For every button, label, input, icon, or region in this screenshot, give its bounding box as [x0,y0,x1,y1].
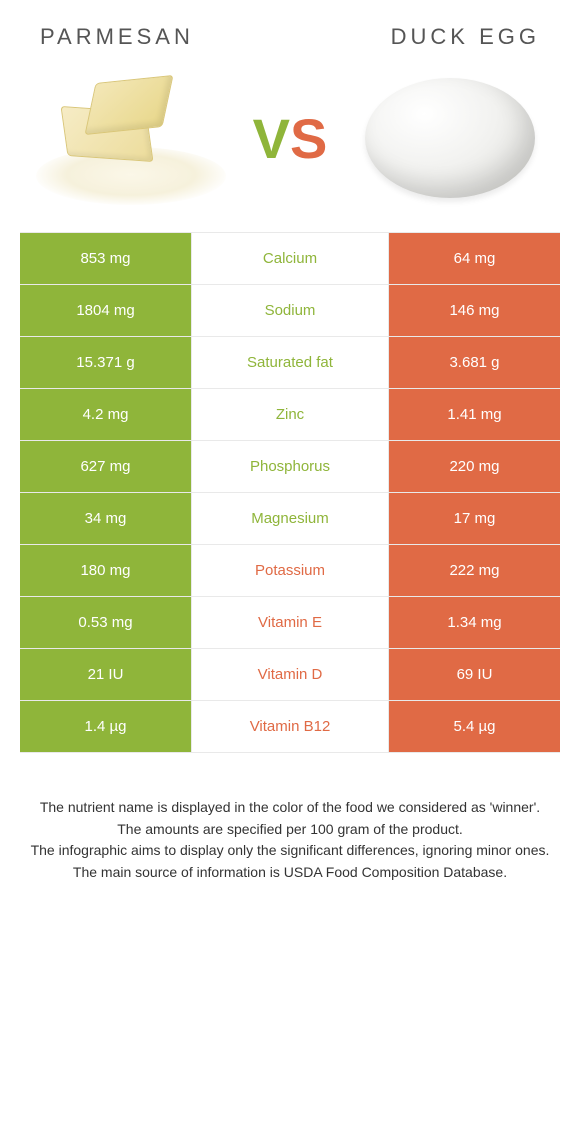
nutrient-name: Vitamin E [192,597,388,648]
vs-s: S [290,107,327,170]
right-value: 222 mg [388,545,560,596]
nutrient-table: 853 mgCalcium64 mg1804 mgSodium146 mg15.… [20,232,560,753]
right-value: 5.4 µg [388,701,560,752]
vs-label: VS [253,106,328,171]
footnotes: The nutrient name is displayed in the co… [20,753,560,884]
right-value: 1.34 mg [388,597,560,648]
nutrient-name: Sodium [192,285,388,336]
table-row: 0.53 mgVitamin E1.34 mg [20,597,560,649]
nutrient-name: Zinc [192,389,388,440]
parmesan-image [30,68,230,208]
nutrient-name: Potassium [192,545,388,596]
footnote-line: The nutrient name is displayed in the co… [30,797,550,819]
right-value: 220 mg [388,441,560,492]
nutrient-name: Calcium [192,233,388,284]
left-food-title: PARMESAN [40,24,194,50]
left-value: 1.4 µg [20,701,192,752]
table-row: 627 mgPhosphorus220 mg [20,441,560,493]
right-food-title: DUCK EGG [391,24,540,50]
nutrient-name: Vitamin D [192,649,388,700]
left-value: 627 mg [20,441,192,492]
table-row: 1.4 µgVitamin B125.4 µg [20,701,560,753]
left-value: 21 IU [20,649,192,700]
nutrient-name: Phosphorus [192,441,388,492]
footnote-line: The main source of information is USDA F… [30,862,550,884]
left-value: 1804 mg [20,285,192,336]
left-value: 0.53 mg [20,597,192,648]
left-value: 15.371 g [20,337,192,388]
table-row: 180 mgPotassium222 mg [20,545,560,597]
duck-egg-image [350,68,550,208]
right-value: 17 mg [388,493,560,544]
header-titles: PARMESAN DUCK EGG [20,0,560,60]
table-row: 21 IUVitamin D69 IU [20,649,560,701]
table-row: 34 mgMagnesium17 mg [20,493,560,545]
nutrient-name: Vitamin B12 [192,701,388,752]
right-value: 1.41 mg [388,389,560,440]
hero-row: VS [20,60,560,232]
vs-v: V [253,107,290,170]
right-value: 146 mg [388,285,560,336]
right-value: 3.681 g [388,337,560,388]
table-row: 853 mgCalcium64 mg [20,233,560,285]
nutrient-name: Magnesium [192,493,388,544]
table-row: 4.2 mgZinc1.41 mg [20,389,560,441]
left-value: 4.2 mg [20,389,192,440]
left-value: 180 mg [20,545,192,596]
left-value: 34 mg [20,493,192,544]
table-row: 15.371 gSaturated fat3.681 g [20,337,560,389]
left-value: 853 mg [20,233,192,284]
right-value: 69 IU [388,649,560,700]
footnote-line: The infographic aims to display only the… [30,840,550,862]
footnote-line: The amounts are specified per 100 gram o… [30,819,550,841]
nutrient-name: Saturated fat [192,337,388,388]
table-row: 1804 mgSodium146 mg [20,285,560,337]
right-value: 64 mg [388,233,560,284]
